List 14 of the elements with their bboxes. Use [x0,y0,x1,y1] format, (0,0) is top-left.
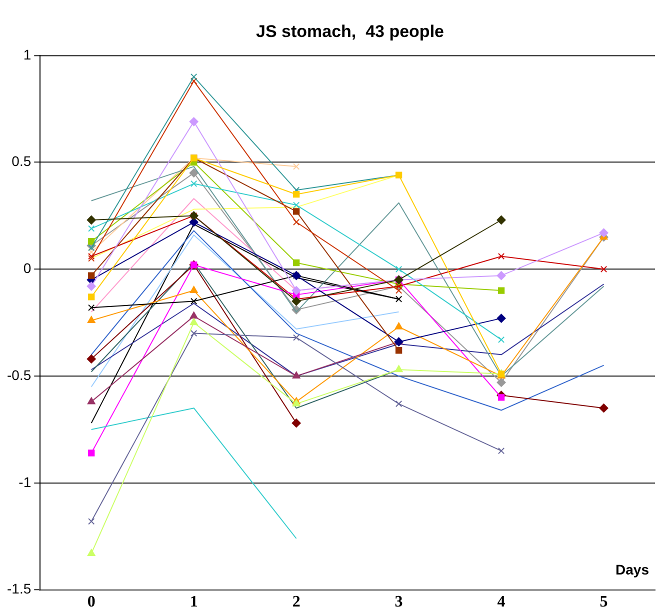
y-tick-label: -1 [18,474,32,490]
x-tick-label: 0 [87,594,96,611]
x-tick-label: 4 [497,594,506,611]
x-tick-label: 2 [292,594,300,611]
y-tick-label: 0 [23,260,32,276]
y-tick-label: -0.5 [7,366,32,383]
y-tick-label: 0.5 [12,153,32,170]
y-tick-label: 1 [23,46,32,62]
x-tick-label: 3 [394,594,403,611]
y-tick-label: -1.5 [7,580,32,597]
x-tick-label: 1 [190,594,198,611]
annotation: Days [616,562,650,578]
chart-title: JS stomach, 43 people [254,22,445,43]
x-tick-label: 5 [600,594,608,611]
